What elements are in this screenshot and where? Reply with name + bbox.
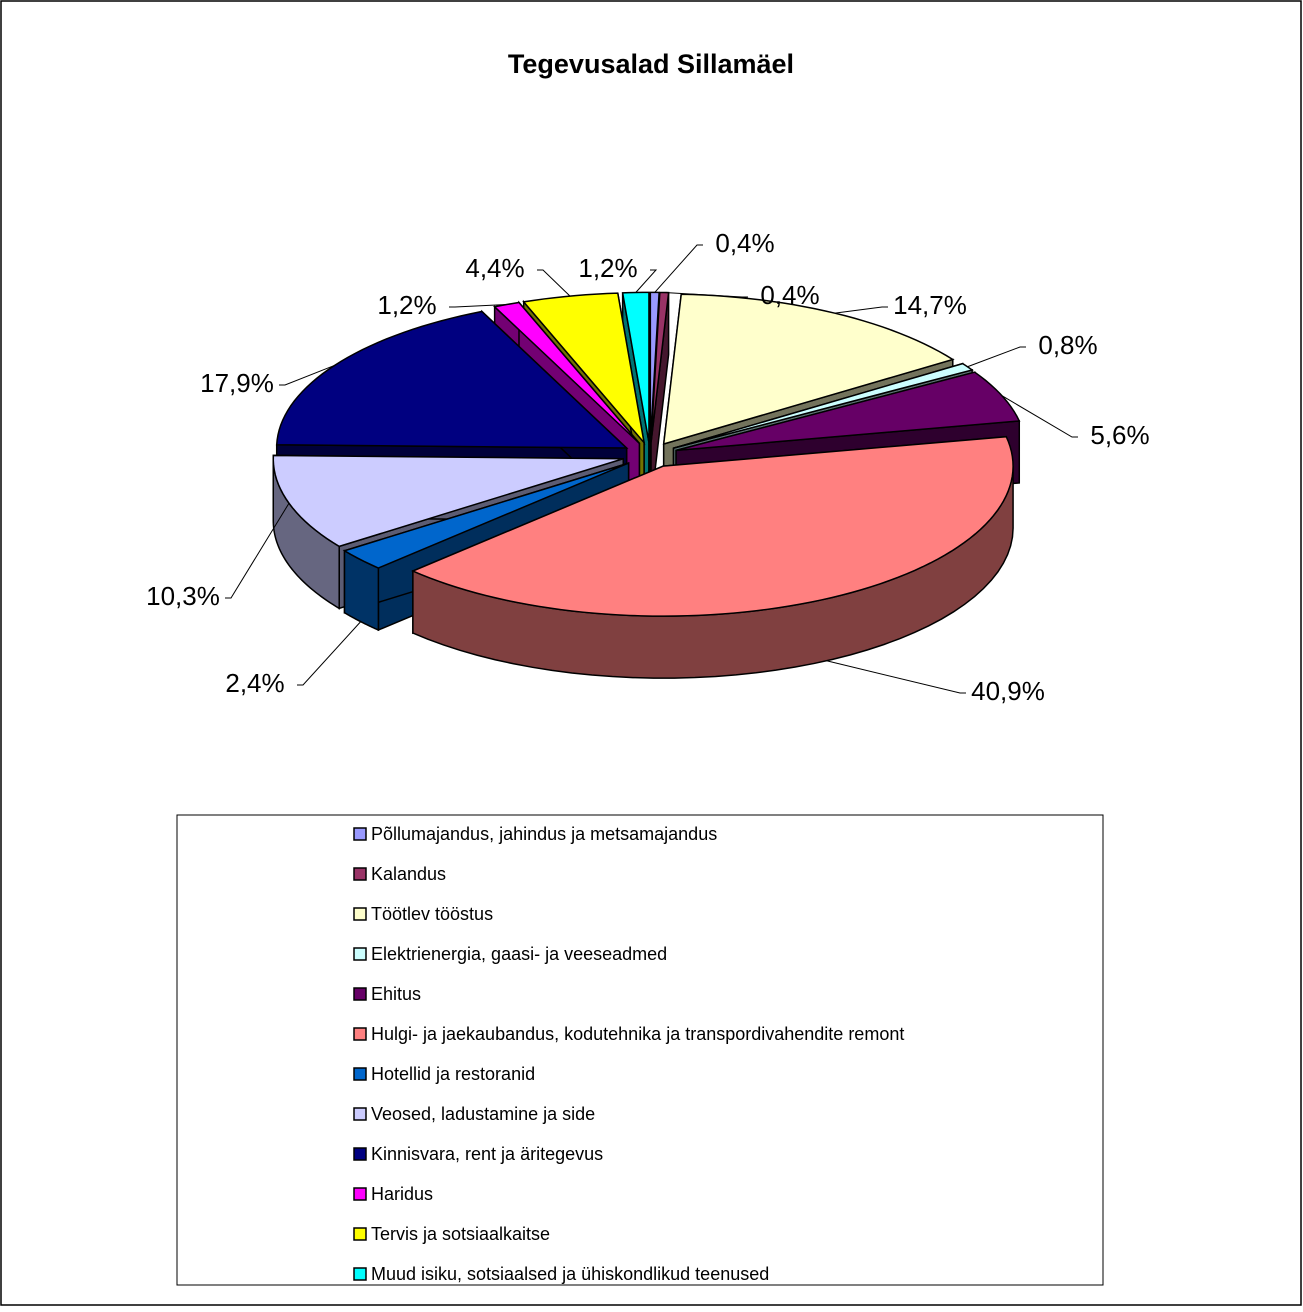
data-label: 10,3% [146, 581, 220, 611]
legend-swatch [353, 987, 367, 1001]
legend-swatch [353, 827, 367, 841]
slice-group [410, 435, 1014, 679]
leader-line [279, 364, 335, 386]
legend-label: Ehitus [371, 984, 421, 1004]
legend-box [176, 814, 1104, 1286]
leader-line [826, 660, 966, 694]
data-label: 0,4% [760, 280, 819, 310]
leader-line [225, 502, 290, 599]
legend-label: Hotellid ja restoranid [371, 1064, 535, 1084]
leader-line [967, 346, 1026, 368]
legend-swatch [353, 867, 367, 881]
chart-title: Tegevusalad Sillamäel [508, 49, 794, 79]
legend-label: Elektrienergia, gaasi- ja veeseadmed [371, 944, 667, 964]
legend-swatch [353, 1027, 367, 1041]
legend-swatch [353, 1267, 367, 1281]
legend-swatch [353, 1067, 367, 1081]
data-label: 40,9% [971, 676, 1045, 706]
legend-swatch [353, 1147, 367, 1161]
slice [522, 292, 646, 446]
slice [272, 454, 624, 548]
leader-line [635, 269, 658, 293]
legend-label: Tervis ja sotsiaalkaitse [371, 1224, 550, 1244]
leader-line [1001, 395, 1078, 438]
pie [272, 291, 1021, 679]
legend-label: Põllumajandus, jahindus ja metsamajandus [371, 824, 717, 844]
legend-label: Töötlev tööstus [371, 904, 493, 924]
legend-label: Hulgi- ja jaekaubandus, kodutehnika ja t… [371, 1024, 904, 1044]
leader-line [664, 292, 748, 298]
legend-swatch [353, 1187, 367, 1201]
leader-line [654, 244, 703, 293]
leader-line [537, 269, 571, 297]
legend-swatch [353, 907, 367, 921]
leader-line [297, 621, 362, 686]
legend-label: Kalandus [371, 864, 446, 884]
leader-line [449, 304, 507, 308]
data-label: 1,2% [377, 290, 436, 320]
leader-line [834, 306, 888, 314]
data-label: 17,9% [200, 368, 274, 398]
slice [675, 371, 1021, 452]
data-label: 0,8% [1038, 330, 1097, 360]
legend-label: Haridus [371, 1184, 433, 1204]
data-label: 1,2% [578, 253, 637, 283]
data-label: 4,4% [465, 253, 524, 283]
legend-swatch [353, 947, 367, 961]
legend-label: Kinnisvara, rent ja äritegevus [371, 1144, 603, 1164]
data-label: 2,4% [225, 668, 284, 698]
legend-label: Veosed, ladustamine ja side [371, 1104, 595, 1124]
legend-swatch [353, 1227, 367, 1241]
legend-swatch [353, 1107, 367, 1121]
slice [342, 462, 629, 569]
data-label: 5,6% [1090, 420, 1149, 450]
legend-label: Muud isiku, sotsiaalsed ja ühiskondlikud… [371, 1264, 769, 1284]
data-label: 0,4% [715, 228, 774, 258]
slice [410, 435, 1014, 617]
data-label: 14,7% [893, 290, 967, 320]
